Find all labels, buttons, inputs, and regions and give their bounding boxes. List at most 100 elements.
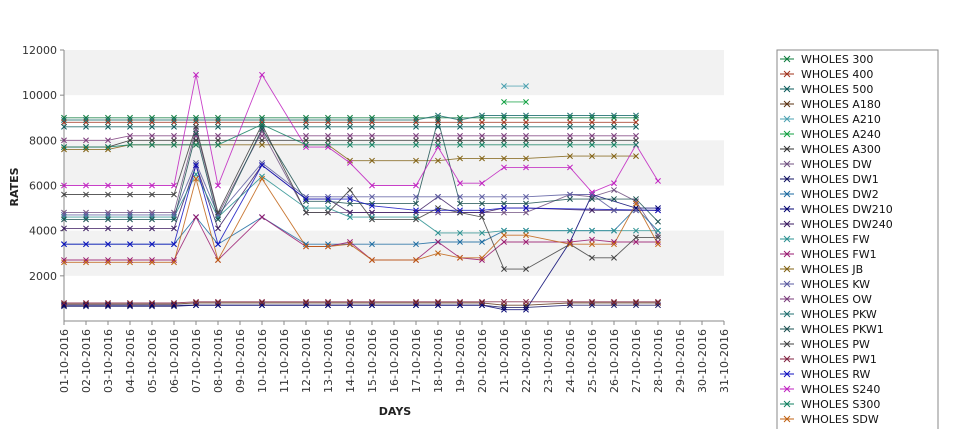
data-point [325,117,331,123]
data-point-stroke [435,132,441,139]
data-point [127,299,133,306]
data-point [149,211,155,218]
data-point [259,119,265,126]
data-point [215,132,221,139]
data-point [567,241,573,248]
data-point [215,119,221,126]
data-point-stroke [479,239,485,245]
data-point [83,241,89,248]
data-point-stroke [567,119,573,126]
data-point-stroke [369,182,375,189]
legend-marker [783,265,791,273]
data-point-stroke [369,137,375,144]
data-point [457,155,463,162]
data-point-stroke [127,259,133,266]
series-line [64,176,659,263]
legend-marker [783,250,791,258]
data-point [589,193,595,200]
data-point [523,112,529,119]
y-tick-label: 6000 [29,180,57,193]
legend-label: WHOLES PKW [801,308,877,321]
data-point [61,299,67,306]
data-point-stroke [633,114,639,121]
data-point-stroke [501,266,507,273]
legend-marker [783,400,791,408]
data-point-stroke [589,236,595,243]
data-point [259,123,265,130]
data-point-stroke [127,141,133,148]
data-point-stroke [369,241,375,248]
data-point [501,164,507,171]
data-point-stroke [303,144,309,151]
data-point [215,209,221,216]
data-point-stroke [589,254,595,261]
data-point-stroke [479,214,485,221]
data-point-stroke [171,302,177,309]
data-point-stroke [413,241,419,248]
data-point [105,119,111,126]
data-point [83,301,89,308]
data-point [193,126,199,132]
data-point [325,114,331,121]
data-point [171,123,177,130]
data-point-stroke [325,132,331,139]
data-point [127,114,133,121]
data-point [589,132,595,139]
data-point [149,114,155,121]
data-point [633,114,639,121]
data-point [61,259,67,266]
data-point-stroke [61,137,67,144]
data-point [259,117,265,123]
data-point [655,241,661,248]
data-point [303,198,309,205]
data-point-stroke [61,182,67,189]
legend-marker [783,160,791,168]
data-point-stroke [83,211,89,218]
x-tick-label: 29-10-2016 [674,329,687,393]
data-point [523,304,529,311]
data-point-stroke [589,299,595,306]
legend-label: WHOLES FW [801,233,870,246]
data-point [325,119,331,126]
data-point [501,227,507,234]
data-point-stroke [369,117,375,123]
data-point [83,117,89,123]
data-point-stroke [61,114,67,121]
data-point-stroke [149,225,155,232]
data-point-stroke [61,191,67,198]
legend-label: WHOLES SDW [801,413,879,426]
data-point [259,132,265,139]
x-tick-label: 20-10-2016 [476,329,489,393]
data-point-stroke [501,155,507,162]
data-point [171,182,177,189]
legend-marker [783,355,791,363]
data-point [369,123,375,130]
data-point-stroke [611,137,617,144]
data-point-stroke [655,298,661,305]
data-point-stroke [215,132,221,139]
x-tick-label: 18-10-2016 [432,329,445,393]
data-point-stroke [611,227,617,234]
data-point [149,225,155,232]
data-point-stroke [457,239,463,245]
data-point-stroke [435,119,441,126]
data-point [215,257,221,263]
data-point [457,119,463,126]
data-point [325,193,331,200]
data-point [215,225,221,232]
data-point [347,214,353,221]
x-axis-label: DAYS [379,405,412,418]
data-point-stroke [193,159,199,166]
data-point-stroke [215,257,221,263]
data-point-stroke [61,301,67,308]
data-point [523,83,529,90]
data-point-stroke [567,227,573,234]
data-point [259,71,265,78]
data-point [523,164,529,171]
data-point [501,304,507,311]
data-point-stroke [589,207,595,214]
data-point-stroke [457,114,463,121]
data-point [171,191,177,198]
data-point [501,232,507,239]
data-point-stroke [149,214,155,221]
